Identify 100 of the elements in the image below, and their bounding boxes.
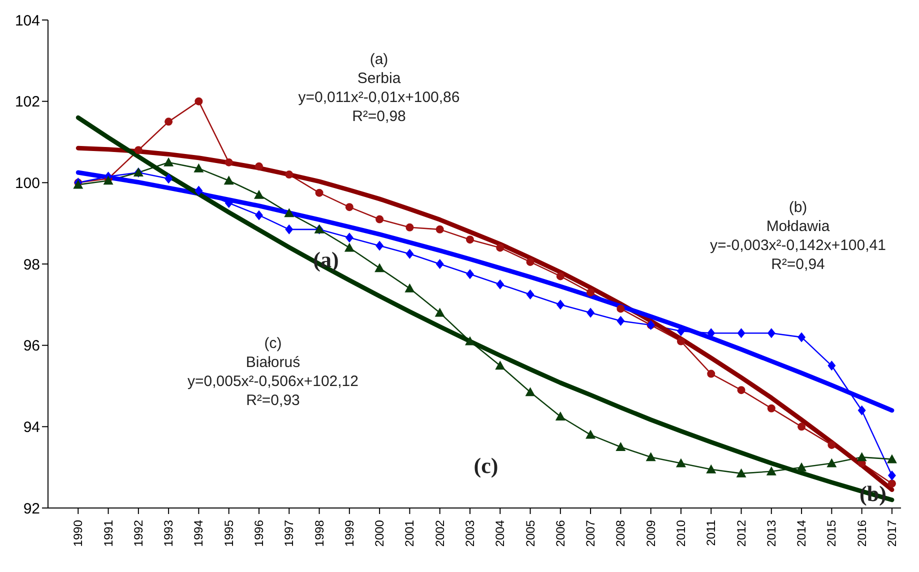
point [856,452,867,462]
point [254,162,263,170]
annotation: (b) Mołdawia y=-0,003x²-0,142x+100,41 R²=0,94 [709,198,887,274]
point [798,422,806,431]
x-tick-label: 1997 [282,520,296,547]
point [676,337,685,346]
point [646,452,656,462]
y-tick-label: 98 [23,256,40,274]
point [616,304,625,313]
point [526,290,534,300]
x-tick-label: 1996 [252,520,266,547]
point [464,336,475,346]
x-tick-label: 2009 [644,520,658,547]
point [254,210,263,220]
x-tick-label: 2002 [432,520,447,547]
y-tick-label: 96 [23,338,40,355]
point [376,215,384,224]
annotation: (a) Serbia y=0,011x²-0,01x+100,86 R²=0,98 [297,50,461,126]
annotation: (c) Białoruś y=0,005x²-0,506x+102,12 R²=0,93 [186,334,360,410]
y-tick-label: 104 [14,12,40,30]
point [767,404,776,412]
point [436,225,444,234]
point [556,272,564,280]
point [555,412,566,420]
x-tick-label: 1991 [101,520,116,547]
point [406,248,414,259]
point [496,244,504,252]
point [344,242,354,252]
point [345,232,354,243]
x-tick-label: 1994 [192,520,206,547]
point [194,186,203,196]
x-tick-label: 2016 [854,520,869,547]
point [495,360,506,370]
point [586,288,595,296]
annotation: (c) [472,452,500,480]
point [134,146,142,154]
point [436,259,444,269]
x-tick-label: 1995 [222,520,236,547]
point [767,328,776,338]
x-tick-label: 2004 [493,520,508,547]
point [345,203,354,212]
y-tick-label: 94 [23,418,40,436]
y-tick-label: 102 [14,94,40,111]
point [254,190,264,199]
x-tick-label: 1990 [71,520,86,547]
y-tick-label: 92 [23,500,40,518]
x-tick-label: 2000 [372,520,387,547]
point [284,208,294,218]
point [858,405,866,416]
point [737,386,746,394]
point [374,263,385,272]
point [676,458,686,468]
point [164,157,174,166]
point [434,308,445,317]
point [466,236,474,244]
point [737,328,746,338]
point [164,118,173,126]
x-tick-label: 2005 [523,520,538,547]
x-tick-label: 2003 [462,520,477,547]
y-tick-label: 100 [14,174,40,192]
point [796,462,807,472]
x-tick-label: 1998 [312,520,326,547]
x-tick-label: 2001 [402,520,417,547]
point [707,370,716,378]
point [376,240,384,251]
point [224,176,234,185]
point [466,269,474,280]
x-tick-label: 2013 [764,520,778,547]
point [285,224,294,234]
x-tick-label: 2008 [614,520,628,547]
x-tick-label: 1999 [342,520,356,547]
x-tick-label: 2011 [704,520,718,546]
point [828,440,836,449]
point [886,454,897,464]
x-tick-label: 2012 [734,520,748,547]
point [194,163,204,172]
point [736,468,746,478]
point [828,360,836,371]
point [164,174,173,184]
point [766,466,776,476]
point [888,470,896,480]
point [404,283,415,292]
x-tick-label: 2010 [674,520,688,547]
x-tick-label: 2006 [553,520,568,547]
x-tick-label: 1992 [131,520,146,547]
x-tick-label: 1993 [162,520,176,547]
point [888,480,896,488]
x-tick-label: 2007 [584,520,598,547]
point [526,258,534,266]
point [616,316,625,326]
point [706,464,716,474]
point [315,188,324,197]
point [285,170,294,179]
point [496,279,504,290]
point [224,158,233,166]
point [586,308,595,318]
point [616,442,626,451]
point [586,430,596,439]
point [556,300,564,310]
annotation: (a) [312,246,340,274]
